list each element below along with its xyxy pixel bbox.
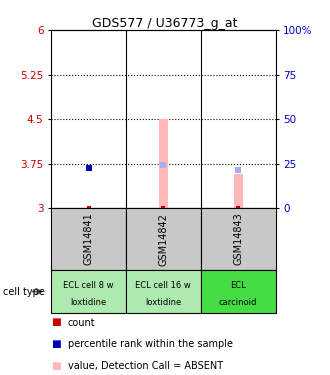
Text: GDS577 / U36773_g_at: GDS577 / U36773_g_at (92, 17, 238, 30)
Text: ■: ■ (51, 361, 61, 371)
Bar (234, 174, 243, 208)
Text: ■: ■ (51, 318, 61, 327)
Text: loxtidine: loxtidine (70, 298, 107, 307)
Text: ECL cell 8 w: ECL cell 8 w (63, 280, 114, 290)
Text: ECL cell 16 w: ECL cell 16 w (136, 280, 191, 290)
Text: carcinoid: carcinoid (219, 298, 257, 307)
Bar (159, 119, 168, 208)
Text: GSM14841: GSM14841 (83, 213, 93, 266)
Text: GSM14843: GSM14843 (233, 213, 243, 266)
Text: loxtidine: loxtidine (145, 298, 182, 307)
Text: value, Detection Call = ABSENT: value, Detection Call = ABSENT (68, 361, 223, 371)
Text: count: count (68, 318, 95, 327)
Text: GSM14842: GSM14842 (158, 213, 168, 266)
Text: percentile rank within the sample: percentile rank within the sample (68, 339, 233, 349)
Text: ECL: ECL (230, 280, 246, 290)
Text: cell type: cell type (3, 286, 45, 297)
Text: ■: ■ (51, 339, 61, 349)
